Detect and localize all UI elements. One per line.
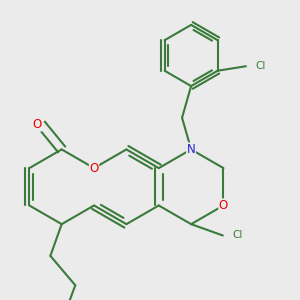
Text: O: O xyxy=(219,199,228,212)
Text: O: O xyxy=(89,162,99,175)
Text: O: O xyxy=(32,118,41,131)
Text: Cl: Cl xyxy=(232,230,243,241)
Text: N: N xyxy=(187,143,196,156)
Text: Cl: Cl xyxy=(255,61,266,71)
